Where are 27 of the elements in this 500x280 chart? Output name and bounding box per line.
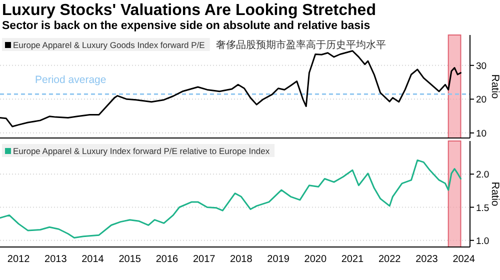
x-tick-label: 2024 [452, 254, 476, 265]
legend-label: Europe Apparel & Luxury Goods Index forward P/E [13, 40, 206, 50]
x-tick-label: 2022 [378, 254, 402, 265]
y-tick-label: 10 [476, 128, 487, 140]
x-tick-label: 2019 [267, 254, 290, 265]
y-axis-title: Ratio [489, 182, 500, 206]
chart-subtitle: Sector is back on the expensive side on absolute and relative basis [2, 20, 370, 32]
y-tick-label: 1.5 [476, 202, 490, 214]
x-tick-label: 2021 [341, 254, 364, 265]
ref-line-label: Period average [35, 74, 106, 86]
y-tick-label: 2.0 [476, 170, 490, 181]
annotation: 奢侈品股预期市盈率高于历史平均水平 [216, 39, 386, 51]
x-tick-label: 2016 [156, 254, 179, 265]
x-tick-label: 2018 [230, 254, 253, 265]
legend-label: Europe Apparel & Luxury Index forward P/E relative to Europe Index [13, 146, 270, 156]
x-tick-label: 2023 [416, 254, 438, 265]
x-tick-label: 2012 [7, 254, 30, 265]
x-tick-label: 2014 [82, 254, 104, 265]
x-tick-label: 2013 [44, 254, 68, 265]
x-tick-label: 2015 [118, 254, 142, 265]
x-tick-label: 2017 [192, 254, 216, 265]
y-tick-label: 30 [476, 60, 487, 72]
x-tick-label: 2020 [304, 254, 327, 265]
y-tick-label: 20 [476, 94, 487, 106]
y-tick-label: 1.0 [476, 236, 490, 247]
chart-title: Luxury Stocks' Valuations Are Looking Stretched [2, 2, 376, 19]
y-axis-title: Ratio [489, 74, 500, 99]
